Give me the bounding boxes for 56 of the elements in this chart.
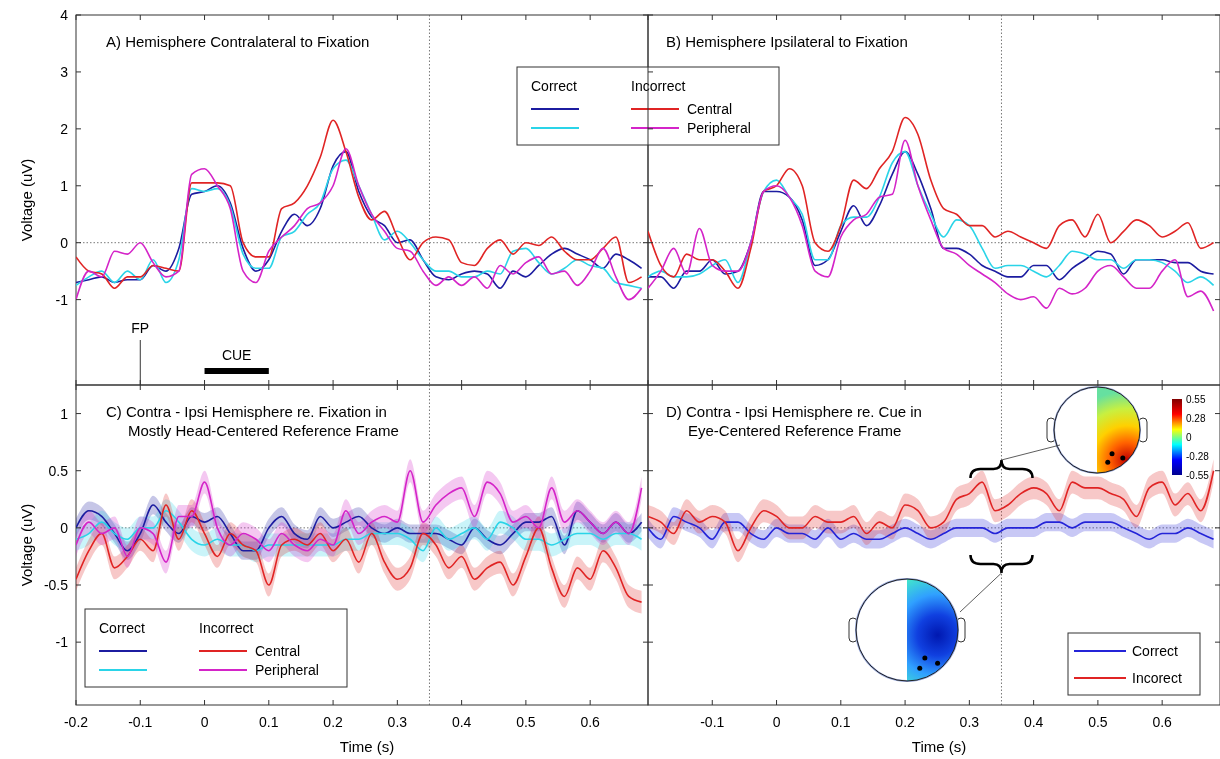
annotation: CUE	[221, 347, 252, 363]
x-tick-label: 0.3	[387, 714, 408, 730]
y-tick-label: -1	[55, 634, 69, 651]
x-tick-label: -0.1	[700, 714, 725, 730]
x-tick-label: 0.1	[831, 714, 851, 730]
x-tick-label: -0.2	[63, 714, 89, 730]
x-tick-label: 0.6	[1152, 714, 1173, 730]
x-tick-label: 0.5	[1088, 714, 1108, 730]
legend-label: Central	[255, 643, 301, 659]
text: C) Contra - Ipsi Hemisphere re. Fixation in Mostly Head-Centered Reference Frame	[106, 403, 399, 439]
y-axis-title: Voltage (uV)	[18, 503, 35, 587]
x-tick-label: 0.4	[451, 714, 472, 730]
line-series	[76, 469, 643, 563]
x-tick-label: 0.3	[959, 714, 980, 730]
y-tick-label: 2	[60, 120, 69, 137]
x-axis-title: Time (s)	[339, 738, 395, 755]
annotation: 0.55	[1186, 394, 1206, 405]
x-tick-label: 0.2	[895, 714, 916, 730]
ref-line-label: FP	[131, 320, 150, 336]
text: A) Hemisphere Contralateral to Fixation	[106, 33, 370, 50]
y-tick-label: 3	[60, 63, 69, 80]
annotation: Incorrect	[631, 78, 686, 94]
line-series	[76, 504, 643, 603]
y-tick-label: 1	[60, 405, 69, 422]
annotation: -0.28	[1186, 451, 1210, 462]
legend-label: Correct	[1132, 643, 1179, 659]
x-tick-label: 0	[200, 714, 209, 730]
annotation: 0	[1186, 432, 1192, 443]
annotation: -0.55	[1186, 470, 1210, 481]
legend-label: Peripheral	[255, 662, 319, 678]
annotation: Correct	[99, 620, 146, 636]
text: B) Hemisphere Ipsilateral to Fixation	[666, 33, 908, 50]
y-axis-title: Voltage (uV)	[18, 158, 35, 242]
y-tick-label: -0.5	[43, 577, 69, 593]
y-tick-label: 0	[60, 519, 69, 536]
x-axis-title: Time (s)	[911, 738, 967, 755]
y-tick-label: 0.5	[48, 462, 69, 479]
legend-label: Peripheral	[687, 120, 751, 136]
annotation: 0.28	[1186, 413, 1206, 424]
x-tick-label: 0.5	[516, 714, 536, 730]
x-tick-label: -0.1	[128, 714, 153, 730]
legend-label: Incorect	[1132, 670, 1182, 686]
y-tick-label: 0	[60, 234, 69, 251]
line-series	[76, 119, 643, 290]
x-tick-label: 0.6	[580, 714, 601, 730]
x-tick-label: 0.2	[323, 714, 344, 730]
y-tick-label: 4	[60, 7, 69, 23]
x-tick-label: 0.1	[259, 714, 279, 730]
x-tick-label: 0	[772, 714, 781, 730]
y-tick-label: -1	[55, 291, 69, 308]
annotation: Incorrect	[199, 620, 254, 636]
x-tick-label: 0.4	[1023, 714, 1044, 730]
legend-label: Central	[687, 101, 733, 117]
y-tick-label: 1	[60, 177, 69, 194]
annotation: Correct	[531, 78, 578, 94]
text: D) Contra - Ipsi Hemisphere re. Cue in Eye-Centered Reference Frame	[666, 403, 922, 439]
